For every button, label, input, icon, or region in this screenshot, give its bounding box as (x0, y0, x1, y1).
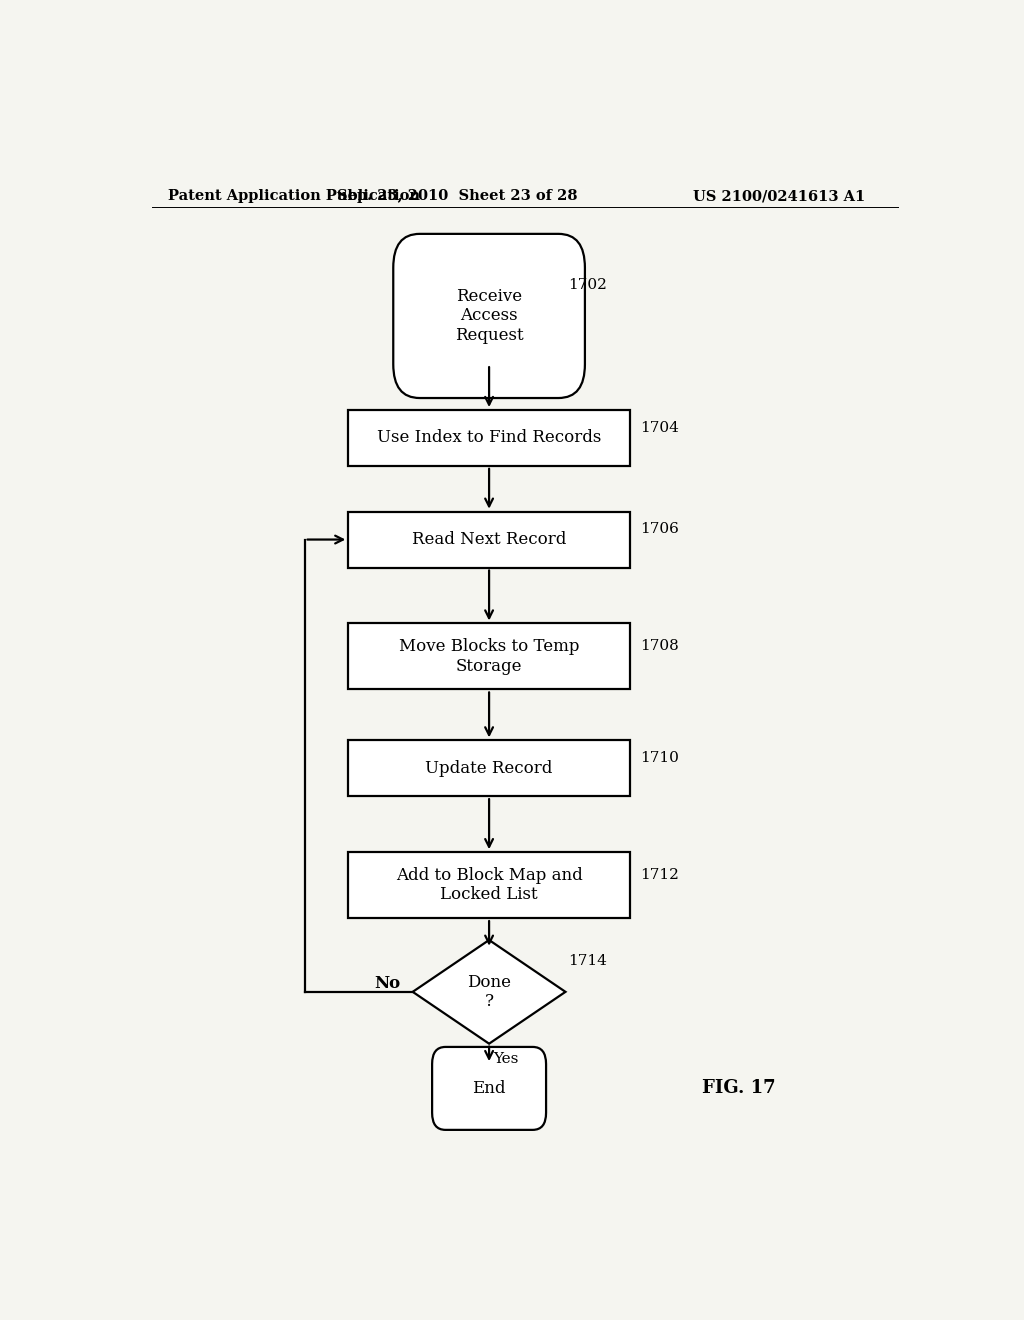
Text: 1708: 1708 (640, 639, 679, 653)
Bar (348, 512, 630, 568)
Bar (348, 411, 630, 466)
Bar (348, 623, 630, 689)
Text: 1704: 1704 (640, 421, 679, 434)
Text: 1706: 1706 (640, 523, 679, 536)
Text: Add to Block Map and
Locked List: Add to Block Map and Locked List (395, 867, 583, 903)
Text: Yes: Yes (494, 1052, 518, 1065)
Text: Receive
Access
Request: Receive Access Request (455, 288, 523, 345)
Text: Update Record: Update Record (425, 760, 553, 776)
FancyBboxPatch shape (432, 1047, 546, 1130)
Text: 1714: 1714 (568, 954, 607, 969)
Text: Patent Application Publication: Patent Application Publication (168, 189, 420, 203)
Text: Use Index to Find Records: Use Index to Find Records (377, 429, 601, 446)
FancyBboxPatch shape (393, 234, 585, 399)
Text: 1702: 1702 (568, 279, 607, 293)
Text: 1712: 1712 (640, 869, 679, 882)
Text: FIG. 17: FIG. 17 (702, 1080, 776, 1097)
Text: Sep. 23, 2010  Sheet 23 of 28: Sep. 23, 2010 Sheet 23 of 28 (337, 189, 578, 203)
Text: US 2100/0241613 A1: US 2100/0241613 A1 (692, 189, 865, 203)
Polygon shape (413, 940, 565, 1044)
Bar (348, 853, 630, 919)
Text: No: No (375, 975, 400, 993)
Text: Done
?: Done ? (467, 974, 511, 1010)
Bar (348, 741, 630, 796)
Text: Move Blocks to Temp
Storage: Move Blocks to Temp Storage (398, 638, 580, 675)
Text: 1710: 1710 (640, 751, 679, 766)
Text: End: End (472, 1080, 506, 1097)
Text: Read Next Record: Read Next Record (412, 531, 566, 548)
